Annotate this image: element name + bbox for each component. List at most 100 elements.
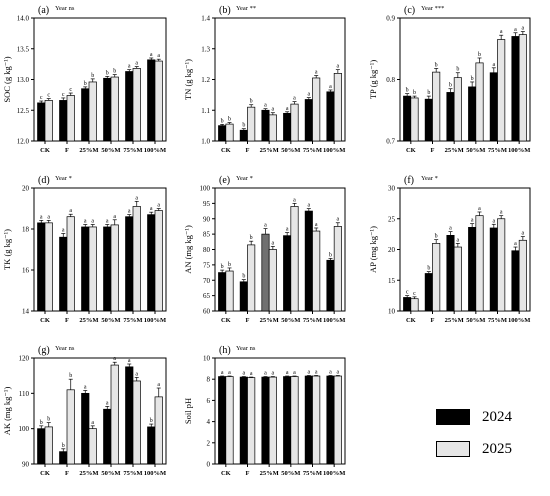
panel-c-bar-2025-25-m: [453, 77, 462, 142]
panel-e-xtick-label: 25%M: [260, 317, 279, 324]
panel-f-sig-label: c: [406, 290, 409, 296]
panel-f-bar-2025-f: [432, 243, 441, 312]
panel-f-ytick-label: 25: [388, 215, 396, 223]
panel-c-bar-2024-25-m: [446, 92, 455, 142]
panel-a-xtick-label: 25%M: [79, 147, 98, 154]
panel-d-sig-label: a: [62, 228, 65, 234]
panel-f-bar-2025-ck: [410, 298, 419, 312]
panel-f-bar-2025-50-m: [475, 215, 484, 312]
panel-f-year-note: Year *: [421, 175, 438, 182]
panel-g-bar-2025-25-m: [88, 428, 97, 465]
panel-h-year-note: Year ns: [236, 345, 256, 352]
panel-f-sig-label: a: [457, 237, 460, 243]
panel-c-sig-label: b: [478, 52, 481, 58]
panel-a-xtick-label: CK: [40, 147, 50, 154]
panel-e-sig-label: b: [221, 264, 224, 270]
panel-c-sig-label: a: [492, 62, 495, 68]
panel-d-xtick-label: 100%M: [144, 317, 166, 324]
panel-e-bar-2024-25-m: [261, 233, 270, 312]
panel-a-bar-2024-25-m: [81, 88, 90, 142]
panel-e-bar-2024-75-m: [304, 210, 313, 312]
panel-b-bar-2024-f: [239, 129, 248, 142]
panel-a-sig-label: c: [69, 87, 72, 93]
panel-c-sig-label: a: [514, 27, 517, 33]
panel-c-xtick-label: F: [431, 147, 435, 154]
panel-g-ytick-label: 100: [19, 425, 30, 433]
panel-b-ytick-label: 1.2: [201, 76, 210, 84]
panel-c-bar-2024-50-m: [468, 86, 477, 142]
panel-h-ylabel: Soil pH: [183, 398, 193, 424]
panel-f-bar-2024-f: [424, 273, 433, 312]
panel-e-xtick-label: 50%M: [281, 317, 300, 324]
panel-d-ytick-label: 16: [22, 267, 30, 275]
panel-g-bar-2025-f: [66, 389, 75, 465]
panel-g-bar-2025-100-m: [154, 396, 163, 465]
panel-e-ytick-label: 80: [203, 246, 211, 254]
panel-f-sig-label: a: [478, 206, 481, 212]
panel-e-xtick-label: F: [246, 317, 250, 324]
panel-d-bar-2024-75-m: [125, 216, 134, 312]
panel-h-ytick-label: 10: [203, 355, 211, 363]
panel-e-bar-2025-25-m: [268, 249, 277, 312]
panel-f-sig-label: a: [514, 241, 517, 247]
panel-d-ytick-label: 20: [22, 185, 30, 193]
panel-e-ytick-label: 85: [203, 231, 211, 239]
panel-h-bar-2025-75-m: [312, 375, 321, 465]
panel-a-bar-2025-100-m: [154, 60, 163, 142]
panel-b-xtick-label: 75%M: [303, 147, 322, 154]
panel-d-bar-2024-50-m: [103, 226, 112, 312]
panel-f-xtick-label: F: [431, 317, 435, 324]
panel-b-xtick-label: 25%M: [260, 147, 279, 154]
panel-c-ytick-label: 0.8: [386, 76, 395, 84]
panel-d-sig-label: a: [128, 209, 131, 215]
panel-d-bar-2024-ck: [37, 222, 46, 312]
panel-e-bar-2025-50-m: [290, 206, 299, 312]
panel-h-letter: (h): [219, 345, 231, 356]
panel-h-sig-label: a: [337, 369, 340, 375]
panel-h-bar-2024-f: [239, 376, 248, 465]
panel-b-bar-2025-100-m: [333, 72, 342, 142]
panel-e-bar-2025-75-m: [312, 230, 321, 312]
panel-e-sig-label: a: [286, 227, 289, 233]
panel-b-ytick-label: 1.0: [201, 138, 210, 146]
panel-a-xtick-label: 50%M: [101, 147, 120, 154]
panel-e-letter: (e): [219, 175, 230, 186]
panel-d-bar-2025-ck: [44, 222, 53, 312]
panel-a-ytick-label: 14.0: [17, 15, 30, 23]
panel-d-xtick-label: 50%M: [101, 317, 120, 324]
panel-g-year-note: Year ns: [55, 345, 75, 352]
panel-d-bar-2025-100-m: [154, 210, 163, 312]
panel-e-sig-label: a: [264, 223, 267, 229]
legend-label-2025: 2025: [482, 440, 512, 457]
panel-d-letter: (d): [38, 175, 50, 186]
panel-g-sig-label: b: [47, 417, 50, 423]
panel-g-bar-2024-75-m: [125, 366, 134, 465]
panel-e-frame: [214, 187, 346, 312]
panel-e-year-note: Year *: [236, 175, 253, 182]
panel-d-xtick-label: CK: [40, 317, 50, 324]
panel-e-ytick-label: 95: [203, 200, 211, 208]
panel-b: 1.01.11.21.31.4TN (g kg⁻¹)(b) Year **CKb b…: [183, 5, 346, 154]
panel-a-bar-2025-25-m: [88, 81, 97, 142]
panel-d-sig-label: a: [157, 203, 160, 209]
panel-g-bar-2024-100-m: [147, 426, 156, 465]
panel-h-ytick-label: 2: [207, 439, 211, 447]
panel-c-bar-2025-75-m: [497, 39, 506, 142]
panel-a-bar-2024-100-m: [147, 59, 156, 142]
panel-d-bar-2025-f: [66, 216, 75, 312]
panel-d-ylabel: TK (g kg⁻¹): [2, 229, 12, 270]
panel-c-xtick-label: 25%M: [445, 147, 464, 154]
panel-c-sig-label: b: [456, 67, 459, 73]
panel-c-year-note: Year ***: [421, 5, 444, 12]
panel-e-ytick-label: 65: [203, 292, 211, 300]
panel-e-sig-label: b: [242, 274, 245, 280]
panel-g-bar-2024-ck: [37, 428, 46, 465]
panel-e-ylabel: AN (mg kg⁻¹): [183, 225, 193, 274]
panel-g-bar-2024-50-m: [103, 408, 112, 465]
panel-h-frame: [214, 357, 346, 465]
panel-h-bar-2025-100-m: [333, 375, 342, 465]
panel-c-bar-2024-100-m: [511, 36, 520, 142]
panel-f-sig-label: a: [449, 226, 452, 232]
legend: 2024 2025: [436, 404, 546, 466]
panel-g-xtick-label: CK: [40, 470, 50, 477]
